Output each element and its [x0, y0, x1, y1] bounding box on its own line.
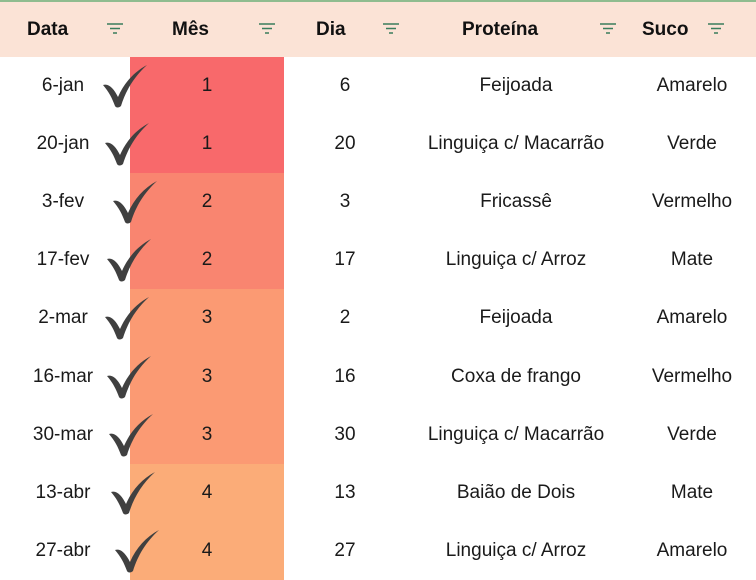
suco-cell[interactable]: Mate: [670, 249, 714, 271]
mes-cell[interactable]: 3: [201, 307, 213, 329]
mes-cell[interactable]: 3: [201, 423, 213, 445]
mes-cell[interactable]: 1: [201, 75, 213, 96]
date-cell[interactable]: 16-mar: [32, 365, 94, 387]
table-row: 13-abr 4 13 Baião de Dois Mate: [0, 464, 756, 522]
proteina-cell[interactable]: Feijoada: [479, 75, 553, 96]
proteina-cell[interactable]: Coxa de frango: [451, 365, 581, 387]
checkmark-icon: [102, 119, 152, 169]
table-row: 2-mar 3 2 Feijoada Amarelo: [0, 289, 756, 347]
mes-cell[interactable]: 3: [201, 365, 213, 387]
mes-cell[interactable]: 2: [201, 249, 213, 271]
checkmark-icon: [104, 235, 154, 285]
dia-cell[interactable]: 6: [339, 75, 351, 96]
checkmark-icon: [100, 61, 150, 111]
month-band: [130, 57, 284, 174]
suco-cell[interactable]: Amarelo: [656, 307, 728, 329]
dia-cell[interactable]: 13: [334, 481, 356, 503]
table-row: 20-jan 1 20 Linguiça c/ Macarrão Verde: [0, 115, 756, 173]
header-dia-label: Dia: [316, 19, 346, 40]
table-row: 27-abr 4 27 Linguiça c/ Arroz Amarelo: [0, 522, 756, 580]
checkmark-icon: [112, 526, 162, 576]
mes-cell[interactable]: 4: [201, 539, 213, 561]
suco-cell[interactable]: Verde: [667, 423, 717, 445]
proteina-cell[interactable]: Baião de Dois: [456, 481, 576, 503]
table-row: 16-mar 3 16 Coxa de frango Vermelho: [0, 348, 756, 406]
date-cell[interactable]: 30-mar: [32, 423, 94, 445]
dia-cell[interactable]: 17: [334, 249, 356, 271]
date-cell[interactable]: 3-fev: [41, 191, 85, 213]
date-cell[interactable]: 2-mar: [38, 307, 88, 329]
checkmark-icon: [102, 293, 152, 343]
checkmark-icon: [108, 468, 158, 518]
mes-cell[interactable]: 2: [201, 191, 213, 213]
dia-cell[interactable]: 30: [334, 423, 356, 445]
dia-cell[interactable]: 3: [339, 191, 351, 213]
month-band: [130, 173, 284, 290]
date-cell[interactable]: 27-abr: [35, 539, 91, 561]
filter-icon[interactable]: [258, 22, 276, 36]
dia-cell[interactable]: 27: [334, 539, 356, 561]
proteina-cell[interactable]: Linguiça c/ Arroz: [445, 539, 587, 561]
month-band: [130, 463, 284, 580]
dia-cell[interactable]: 16: [334, 365, 356, 387]
date-cell[interactable]: 13-abr: [35, 481, 91, 503]
filter-icon[interactable]: [707, 22, 725, 36]
header-data-label: Data: [27, 19, 69, 40]
date-cell[interactable]: 20-jan: [36, 133, 90, 155]
mes-cell[interactable]: 1: [201, 133, 213, 155]
suco-cell[interactable]: Mate: [670, 481, 714, 503]
proteina-cell[interactable]: Feijoada: [479, 307, 553, 329]
mes-cell[interactable]: 4: [201, 481, 213, 503]
suco-cell[interactable]: Amarelo: [656, 539, 728, 561]
month-band: [130, 289, 284, 464]
header-proteina-label: Proteína: [462, 19, 539, 40]
dia-cell[interactable]: 20: [334, 133, 356, 155]
filter-icon[interactable]: [599, 22, 617, 36]
dia-cell[interactable]: 2: [339, 307, 351, 329]
proteina-cell[interactable]: Fricassê: [480, 191, 552, 213]
header-suco-label: Suco: [642, 19, 689, 40]
table-header: Data Mês Dia Proteína Suco: [0, 2, 756, 57]
table-row: 6-jan 1 6 Feijoada Amarelo: [0, 57, 756, 115]
suco-cell[interactable]: Verde: [667, 133, 717, 155]
proteina-cell[interactable]: Linguiça c/ Macarrão: [427, 133, 605, 155]
filter-icon[interactable]: [382, 22, 400, 36]
proteina-cell[interactable]: Linguiça c/ Macarrão: [427, 423, 605, 445]
checkmark-icon: [110, 177, 160, 227]
date-cell[interactable]: 6-jan: [41, 75, 85, 96]
table-row: 30-mar 3 30 Linguiça c/ Macarrão Verde: [0, 406, 756, 464]
header-top-border: [0, 0, 756, 2]
table-row: 17-fev 2 17 Linguiça c/ Arroz Mate: [0, 231, 756, 289]
suco-cell[interactable]: Vermelho: [651, 365, 733, 387]
header-mes-label: Mês: [172, 19, 209, 40]
suco-cell[interactable]: Amarelo: [656, 75, 728, 96]
date-cell[interactable]: 17-fev: [36, 249, 90, 271]
checkmark-icon: [104, 352, 154, 402]
proteina-cell[interactable]: Linguiça c/ Arroz: [445, 249, 587, 271]
checkmark-icon: [106, 410, 156, 460]
table-row: 3-fev 2 3 Fricassê Vermelho: [0, 173, 756, 231]
suco-cell[interactable]: Vermelho: [651, 191, 733, 213]
month-color-scale-column: [130, 57, 284, 580]
filter-icon[interactable]: [106, 22, 124, 36]
